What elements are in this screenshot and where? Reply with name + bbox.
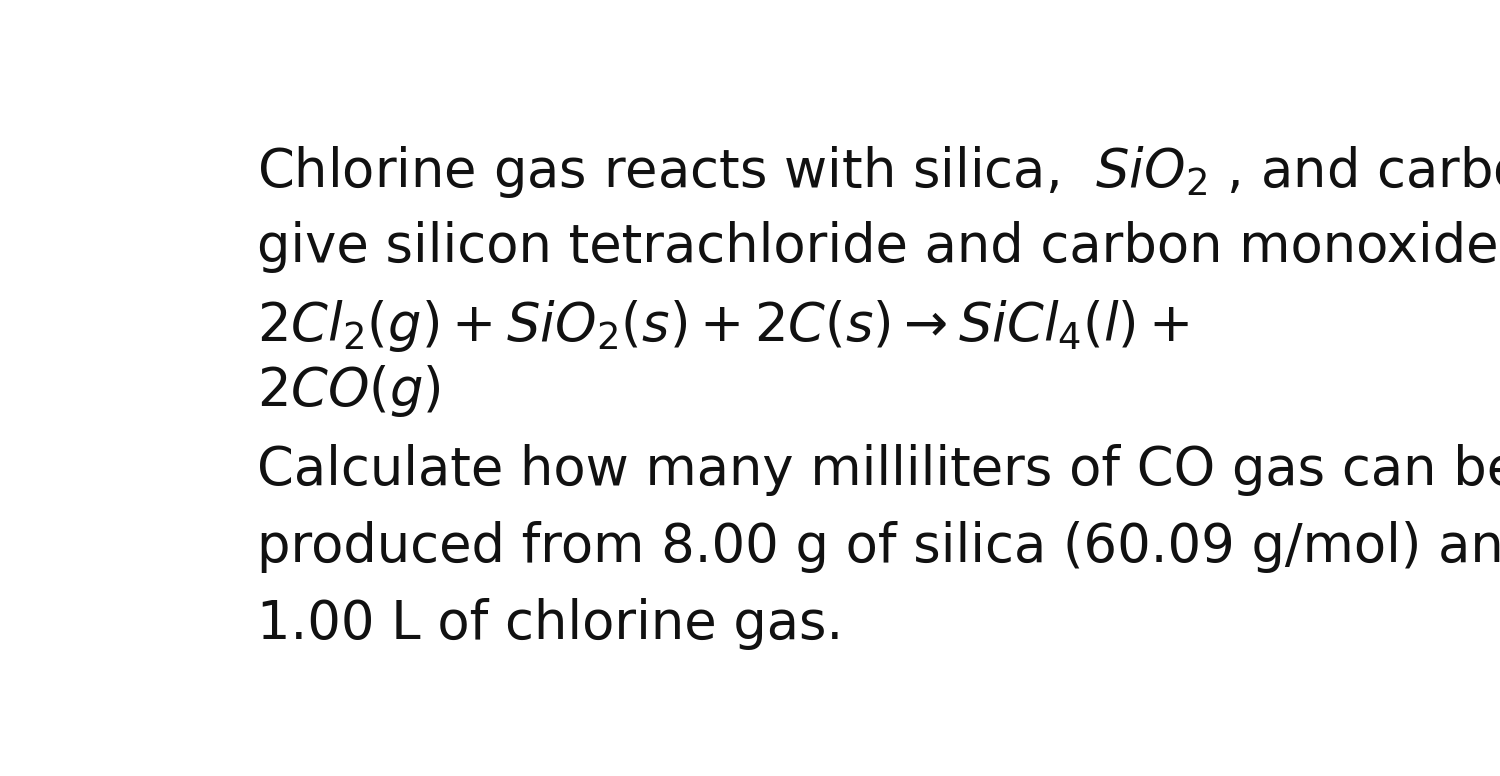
- Text: Calculate how many milliliters of CO gas can be: Calculate how many milliliters of CO gas…: [258, 444, 1500, 496]
- Text: Chlorine gas reacts with silica,  $\mathit{SiO}_2$ , and carbon to: Chlorine gas reacts with silica, $\mathi…: [258, 144, 1500, 200]
- Text: $2\mathit{CO}(\mathit{g})$: $2\mathit{CO}(\mathit{g})$: [258, 363, 441, 419]
- Text: $2\mathit{Cl}_2(\mathit{g}) + \mathit{SiO}_2(\mathit{s}) + 2\mathit{C}(\mathit{s: $2\mathit{Cl}_2(\mathit{g}) + \mathit{Si…: [258, 298, 1190, 354]
- Text: produced from 8.00 g of silica (60.09 g/mol) and: produced from 8.00 g of silica (60.09 g/…: [258, 521, 1500, 573]
- Text: 1.00 L of chlorine gas.: 1.00 L of chlorine gas.: [258, 598, 843, 650]
- Text: give silicon tetrachloride and carbon monoxide.: give silicon tetrachloride and carbon mo…: [258, 221, 1500, 273]
